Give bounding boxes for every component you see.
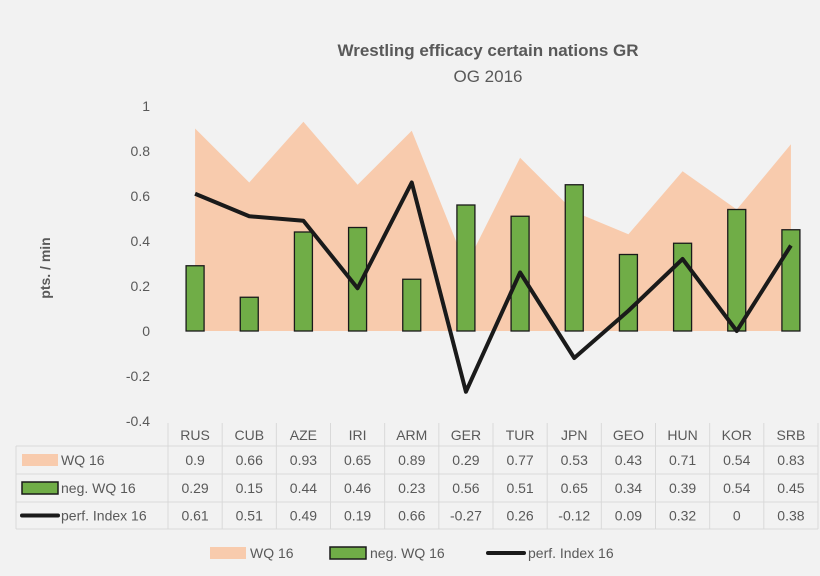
table-cell: 0.66: [398, 508, 425, 524]
legend-key-neg-wq16: [329, 546, 367, 560]
table-cell: 0.51: [506, 480, 533, 496]
line-perf-index: [194, 180, 793, 394]
y-tick-label: 0.8: [131, 143, 151, 159]
table-cell: 0.44: [290, 480, 317, 496]
y-tick-label: 0.2: [131, 278, 151, 294]
table-cell: 0.38: [777, 508, 804, 524]
table-cell: 0.56: [452, 480, 479, 496]
table-cell: 0.65: [344, 452, 371, 468]
table-cell: 0.43: [615, 452, 642, 468]
table-cell: 0.65: [561, 480, 588, 496]
bar-ARM: [402, 278, 422, 332]
bar-SRB: [781, 229, 801, 332]
legend-label: neg. WQ 16: [370, 545, 445, 561]
table-cell: 0.34: [615, 480, 642, 496]
table-cell: -0.12: [558, 508, 590, 524]
legend-key-wq16: [210, 547, 246, 559]
bar-GER: [456, 204, 476, 332]
y-tick-label: -0.2: [126, 368, 150, 384]
category-label: AZE: [290, 427, 317, 443]
legend-key-wq16: [22, 454, 58, 466]
category-label: ARM: [396, 427, 427, 443]
bar-HUN: [672, 242, 693, 332]
table-cell: 0.29: [181, 480, 208, 496]
y-tick-label: 1: [142, 98, 150, 114]
table-cell: 0.49: [290, 508, 317, 524]
bar-CUB: [239, 296, 259, 332]
bar-RUS: [185, 265, 205, 332]
y-tick-label: 0.4: [131, 233, 151, 249]
bar-AZE: [293, 231, 314, 332]
table-row-label: neg. WQ 16: [61, 480, 136, 496]
table-cell: 0.29: [452, 452, 479, 468]
bar-KOR: [727, 208, 747, 332]
y-tick-label: 0.6: [131, 188, 151, 204]
y-tick-label: -0.4: [126, 413, 150, 429]
category-label: GEO: [613, 427, 644, 443]
category-label: CUB: [234, 427, 264, 443]
table-cell: 0.51: [236, 508, 263, 524]
category-label: RUS: [180, 427, 210, 443]
chart-subtitle: OG 2016: [454, 67, 523, 86]
y-axis-label: pts. / min: [37, 237, 53, 298]
area-wq16: [195, 121, 791, 331]
y-tick-label: 0: [142, 323, 150, 339]
chart-title: Wrestling efficacy certain nations GR: [337, 41, 638, 60]
table-row-label: WQ 16: [61, 452, 105, 468]
bar-JPN: [564, 184, 584, 332]
table-cell: 0.09: [615, 508, 642, 524]
category-label: KOR: [722, 427, 752, 443]
table-cell: 0.53: [561, 452, 588, 468]
table-cell: 0: [733, 508, 741, 524]
category-label: HUN: [667, 427, 697, 443]
legend-label: WQ 16: [250, 545, 294, 561]
table-cell: 0.71: [669, 452, 696, 468]
table-cell: -0.27: [450, 508, 482, 524]
table-cell: 0.89: [398, 452, 425, 468]
table-cell: 0.15: [236, 480, 263, 496]
legend-label: perf. Index 16: [528, 545, 614, 561]
table-cell: 0.77: [506, 452, 533, 468]
table-cell: 0.61: [181, 508, 208, 524]
table-cell: 0.54: [723, 480, 750, 496]
category-label: JPN: [561, 427, 587, 443]
table-cell: 0.83: [777, 452, 804, 468]
table-cell: 0.46: [344, 480, 371, 496]
table-cell: 0.9: [185, 452, 205, 468]
table-cell: 0.19: [344, 508, 371, 524]
bar-GEO: [618, 253, 639, 332]
category-label: GER: [451, 427, 481, 443]
table-cell: 0.39: [669, 480, 696, 496]
table-cell: 0.66: [236, 452, 263, 468]
table-cell: 0.23: [398, 480, 425, 496]
table-cell: 0.32: [669, 508, 696, 524]
category-label: TUR: [506, 427, 535, 443]
category-label: SRB: [777, 427, 806, 443]
table-cell: 0.54: [723, 452, 750, 468]
category-label: IRI: [349, 427, 367, 443]
legend-key-neg-wq16: [21, 481, 59, 495]
table-cell: 0.45: [777, 480, 804, 496]
table-cell: 0.93: [290, 452, 317, 468]
table-cell: 0.26: [506, 508, 533, 524]
table-row-label: perf. Index 16: [61, 508, 147, 524]
